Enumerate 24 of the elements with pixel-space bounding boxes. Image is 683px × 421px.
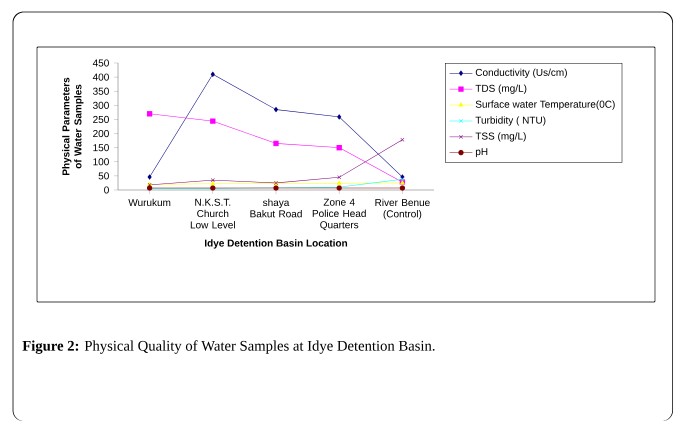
x-tick-label: Wurukum (128, 198, 170, 206)
x-axis-title: Idye Detention Basin Location (205, 239, 348, 249)
legend-label: TDS (mg/L) (476, 84, 526, 94)
legend-label: TSS (mg/L) (476, 132, 526, 142)
y-tick-label: 300 (92, 102, 109, 109)
y-tick-label: 200 (93, 130, 109, 138)
legend-label: Conductivity (Us/cm) (476, 68, 567, 78)
x-tick-label: N.K.S.T. Church Low Level (190, 198, 235, 228)
y-tick-label: 350 (92, 88, 109, 95)
y-axis-title: Physical Parameters of Water Samples (62, 78, 84, 176)
y-tick-label: 0 (104, 186, 109, 194)
y-tick-label: 50 (98, 172, 109, 180)
y-tick-label: 450 (92, 59, 109, 67)
y-tick-label: 250 (93, 116, 109, 123)
text: Figure 2: Physical Quality of Water Samples at Idye Detention Basin. (22, 340, 435, 354)
y-tick-label: 400 (92, 74, 109, 81)
y-tick-label: 100 (93, 158, 109, 166)
legend-label: pH (476, 148, 488, 158)
x-tick-label: Zone 4 Police Head Quarters (312, 198, 366, 230)
y-tick-label: 150 (93, 144, 109, 152)
legend-label: Surface water Temperature(0C) (476, 100, 615, 110)
x-tick-label: shaya Bakut Road (250, 198, 302, 218)
legend-label: Turbidity ( NTU) (476, 116, 546, 126)
x-tick-label: River Benue (Control) (375, 198, 430, 220)
